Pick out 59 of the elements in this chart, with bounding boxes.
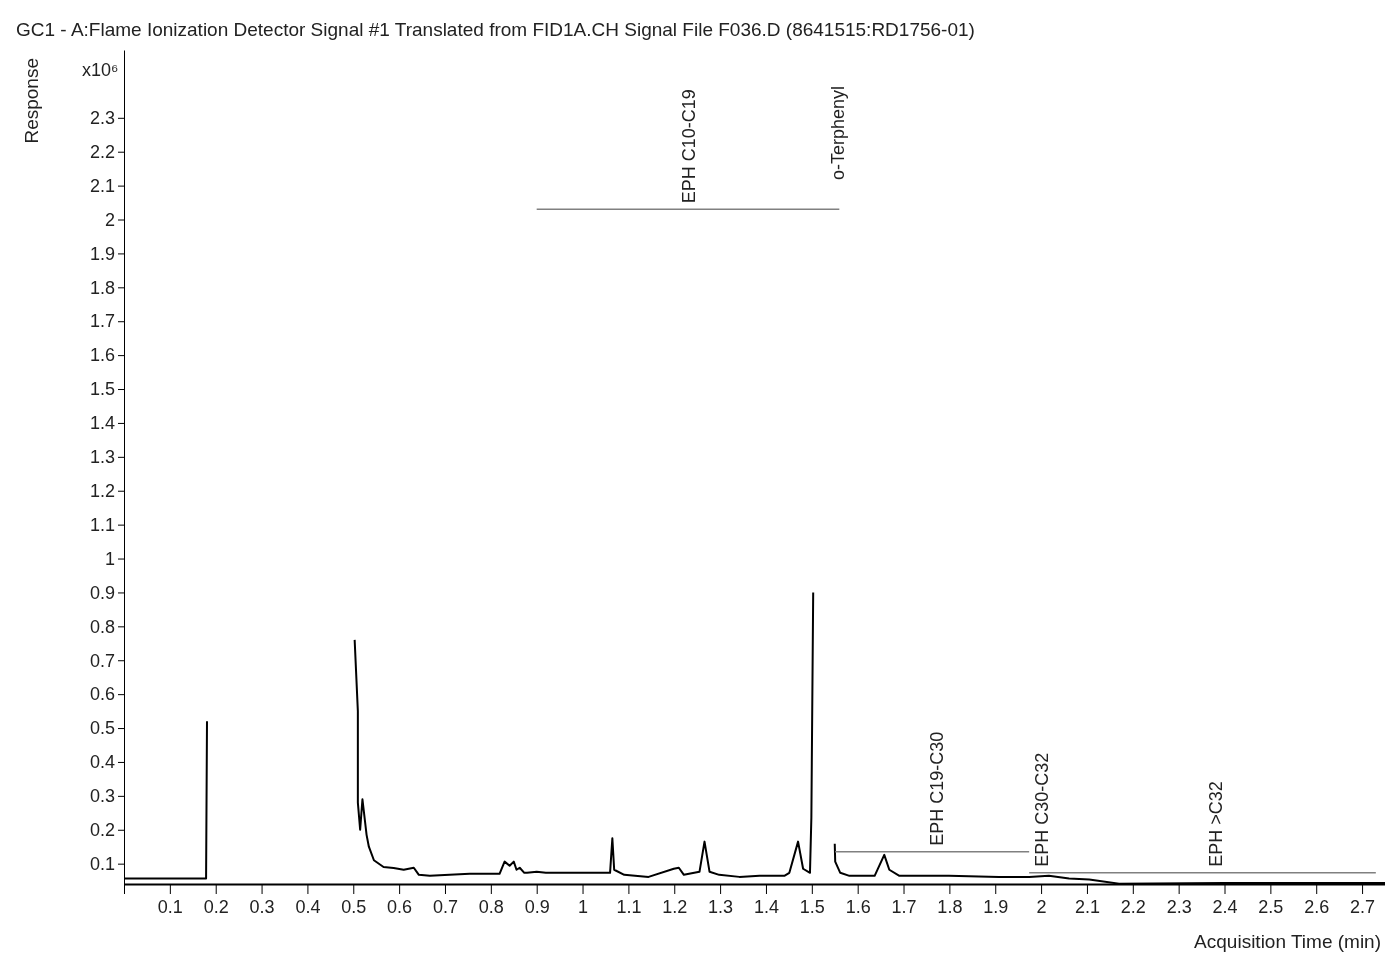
x-tick-label: 1.4 (753, 897, 779, 918)
y-tick-label: 0.1 (89, 853, 115, 874)
x-tick-label: 1.3 (708, 897, 734, 918)
x-tick-label: 2.1 (1074, 897, 1100, 918)
x-tick-label: 0.4 (295, 897, 321, 918)
x-tick-label: 2.7 (1350, 897, 1376, 918)
x-tick-label: 2.4 (1212, 897, 1238, 918)
annotation: EPH C10-C19 (679, 89, 700, 204)
y-tick-label: 0.5 (89, 718, 115, 739)
x-tick-label: 1.5 (799, 897, 825, 918)
x-tick-label: 1 (578, 897, 589, 918)
y-tick-label: 0.6 (89, 684, 115, 705)
y-axis-title: Response (21, 58, 42, 144)
y-tick-label: 0.8 (89, 616, 115, 637)
y-tick-label: 1.9 (89, 243, 115, 264)
y-tick-label: 0.2 (89, 820, 115, 841)
annotation: EPH C30-C32 (1032, 752, 1053, 867)
y-tick-label: 1.8 (89, 277, 115, 298)
y-tick-label: 0.7 (89, 650, 115, 671)
x-tick-label: 0.2 (203, 897, 229, 918)
x-tick-label: 2.6 (1304, 897, 1330, 918)
x-tick-label: 0.1 (157, 897, 183, 918)
y-tick-label: 1.7 (89, 311, 115, 332)
y-tick-label: 1.5 (89, 379, 115, 400)
chart-title: GC1 - A:Flame Ionization Detector Signal #1 Translated from FID1A.CH Signal File F036.D (8641515:RD1756-01) (16, 19, 975, 40)
x-tick-label: 0.8 (478, 897, 504, 918)
x-axis-title: Acquisition Time (min) (1194, 931, 1381, 952)
x-tick-label: 1.6 (845, 897, 871, 918)
y-tick-label: 0.9 (89, 582, 115, 603)
x-tick-label: 1.8 (937, 897, 963, 918)
y-tick-label: 1.2 (89, 480, 115, 501)
y-tick-label: 1.3 (89, 447, 115, 468)
annotation: EPH >C32 (1206, 781, 1227, 867)
y-tick-label: 2.1 (89, 175, 115, 196)
text: x10⁶ (82, 60, 119, 80)
annotation: EPH C19-C30 (926, 731, 947, 846)
x-tick-label: 0.6 (387, 897, 413, 918)
x-tick-label: 1.1 (616, 897, 642, 918)
y-tick-label: 0.3 (89, 786, 115, 807)
y-tick-label: 1.1 (89, 514, 115, 535)
x-tick-label: 1.9 (983, 897, 1009, 918)
x-tick-label: 0.5 (341, 897, 367, 918)
x-tick-label: 1.2 (662, 897, 688, 918)
x-tick-label: 0.3 (249, 897, 275, 918)
y-tick-label: 2.2 (89, 141, 115, 162)
x-tick-label: 0.9 (524, 897, 550, 918)
y-tick-label: 1.6 (89, 345, 115, 366)
y-tick-label: 2.3 (89, 108, 115, 129)
x-tick-label: 2.5 (1258, 897, 1284, 918)
x-tick-label: 0.7 (432, 897, 458, 918)
x-tick-label: 2 (1036, 897, 1047, 918)
y-tick-label: 0.4 (89, 752, 115, 773)
annotation: o-Terphenyl (828, 85, 849, 180)
x-tick-label: 1.7 (891, 897, 917, 918)
y-tick-label: 1.4 (89, 413, 115, 434)
x-tick-label: 2.3 (1166, 897, 1192, 918)
y-tick-label: 1 (104, 548, 115, 569)
y-tick-label: 2 (104, 209, 115, 230)
x-tick-label: 2.2 (1120, 897, 1146, 918)
